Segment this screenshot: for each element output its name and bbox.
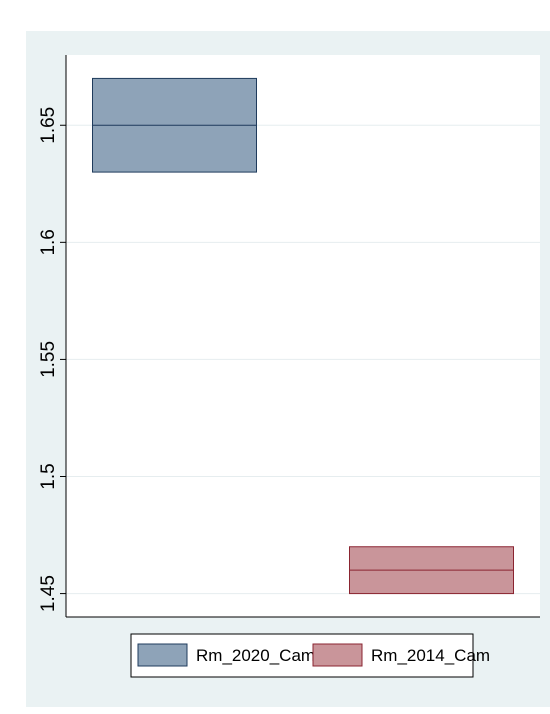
legend-frame xyxy=(130,633,474,678)
legend-label: Rm_2020_Cam xyxy=(196,646,315,665)
y-tick-label: 1.45 xyxy=(38,575,59,612)
y-tick-label: 1.5 xyxy=(38,463,59,489)
y-tick-label: 1.65 xyxy=(38,107,59,144)
y-axis: 1.45 1.5 1.55 1.6 1.65 xyxy=(38,55,540,618)
boxes xyxy=(92,77,514,595)
legend-key xyxy=(312,643,363,667)
y-tick-label: 1.55 xyxy=(38,341,59,378)
legend: Rm_2020_Cam Rm_2014_Cam xyxy=(130,633,490,678)
legend-label: Rm_2014_Cam xyxy=(371,646,490,665)
y-tick-label: 1.6 xyxy=(38,229,59,255)
legend-key xyxy=(137,643,188,667)
